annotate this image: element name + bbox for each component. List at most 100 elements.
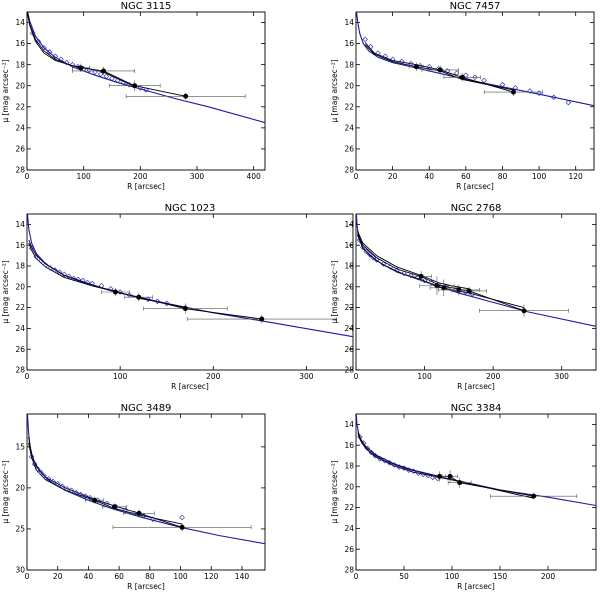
n7457-xtick-label-6: 120 — [569, 172, 584, 181]
n3115-xlabel: R [arcsec] — [127, 182, 165, 191]
n3384-filled-point-3 — [531, 493, 537, 499]
n3115-filled-point-2 — [132, 83, 138, 89]
n3489-model-curve — [27, 414, 265, 545]
panel-ngc3115: NGC 3115 0 100 200 300 400 14 16 18 20 22 24 26 28 R [… — [1, 1, 266, 191]
n3489-ytick-label-1: 20 — [15, 483, 25, 492]
panel-ngc3384: NGC 3384 0 50 100 150 200 14 16 18 20 22 24 26 28 R [a… — [330, 403, 597, 591]
n1023-open-point-19 — [145, 296, 151, 303]
n1023-ylabel: μ [mag arcsec⁻²] — [1, 260, 10, 323]
n1023-open-point-3 — [42, 262, 49, 268]
n3115-open-point-6 — [63, 59, 70, 66]
n3489-open-point-10 — [68, 487, 75, 494]
n3489-xtick-label-4: 80 — [145, 572, 155, 581]
n7457-xtick-label-3: 60 — [461, 172, 471, 181]
n3384-ylabel: μ [mag arcsec⁻²] — [330, 460, 339, 523]
n1023-open-point-0 — [28, 245, 35, 252]
n3384-open-point-7 — [386, 460, 393, 466]
n3489-title: NGC 3489 — [121, 403, 172, 414]
n1023-ytick-label-1: 16 — [15, 241, 25, 250]
n7457-open-point-19 — [550, 94, 557, 101]
n3489-open-point-11 — [73, 490, 79, 496]
n2768-ytick-label-3: 20 — [344, 282, 354, 291]
n3384-open-point-14 — [420, 471, 426, 478]
n7457-data-layer — [356, 12, 594, 107]
n1023-open-point-4 — [47, 265, 54, 271]
panel-ngc7457: NGC 7457 0 20 40 60 80 100 120 14 16 18 20 22 24 26 28 R… — [330, 1, 595, 191]
n3384-open-point-13 — [415, 470, 422, 477]
n7457-open-point-8 — [426, 64, 432, 70]
n2768-xtick-label-0: 0 — [354, 372, 359, 381]
n7457-filled-point-3 — [510, 89, 516, 95]
n1023-open-point-2 — [38, 258, 44, 264]
n3115-filled-point-0 — [78, 65, 84, 71]
n7457-open-point-4 — [389, 56, 396, 63]
n7457-axes-frame — [355, 11, 595, 171]
n3384-open-point-0 — [357, 434, 363, 440]
n3489-filled-point-3 — [179, 524, 185, 530]
n3115-xtick-label-3: 300 — [190, 172, 205, 181]
n7457-filled-point-2 — [459, 74, 465, 80]
n3489-open-point-18 — [122, 507, 128, 513]
n3384-ytick-label-5: 24 — [344, 524, 354, 533]
n1023-open-point-7 — [61, 271, 67, 278]
n3115-open-point-17 — [126, 81, 132, 88]
n2768-ytick-label-2: 18 — [344, 262, 354, 271]
n2768-xtick-label-1: 100 — [417, 372, 432, 381]
n3384-ytick-label-1: 16 — [344, 441, 354, 450]
n7457-ytick-label-4: 22 — [344, 102, 354, 111]
n1023-xtick-label-3: 300 — [299, 372, 314, 381]
n2768-xlabel: R [arcsec] — [457, 382, 495, 391]
n2768-open-point-9 — [401, 270, 407, 277]
n1023-open-point-14 — [98, 283, 105, 289]
n3489-ytick-label-2: 25 — [15, 525, 25, 534]
n1023-open-point-21 — [163, 300, 170, 307]
n2768-ytick-label-0: 14 — [344, 220, 354, 229]
n2768-open-point-0 — [356, 237, 363, 243]
n1023-xtick-label-1: 100 — [113, 372, 128, 381]
n3115-open-point-5 — [58, 56, 64, 63]
n1023-filled-point-3 — [259, 316, 265, 322]
n3489-xlabel: R [arcsec] — [127, 582, 165, 591]
n3384-model-curve — [356, 414, 596, 507]
n3384-open-point-6 — [382, 458, 388, 464]
n2768-open-point-8 — [394, 267, 400, 273]
n3115-open-point-19 — [137, 85, 144, 91]
n3384-xtick-label-3: 150 — [493, 572, 508, 581]
n3384-xtick-label-1: 50 — [399, 572, 409, 581]
n3489-open-point-21 — [150, 516, 156, 522]
n3115-open-point-16 — [120, 79, 127, 86]
n7457-open-point-13 — [472, 74, 478, 81]
n2768-axes-frame — [355, 213, 597, 371]
n3489-fit-line-1 — [28, 442, 183, 525]
n3115-axes-frame — [26, 11, 266, 171]
n3384-axes-frame — [355, 413, 597, 571]
n2768-fit-line-2 — [356, 230, 470, 290]
n2768-filled-point-3 — [456, 287, 462, 293]
n2768-open-point-7 — [387, 264, 394, 270]
n3115-ytick-label-2: 18 — [15, 60, 25, 69]
n1023-open-point-6 — [56, 269, 63, 275]
n1023-ytick-label-3: 20 — [15, 282, 25, 291]
n3489-xtick-label-0: 0 — [25, 572, 30, 581]
n7457-ytick-label-5: 24 — [344, 123, 354, 132]
n1023-ytick-label-4: 22 — [15, 303, 25, 312]
n3384-open-point-10 — [401, 465, 407, 471]
n7457-xlabel: R [arcsec] — [456, 182, 494, 191]
n2768-ytick-label-6: 26 — [344, 345, 354, 354]
n3489-open-point-20 — [140, 513, 147, 519]
n3384-open-point-8 — [391, 462, 398, 468]
n2768-ytick-label-4: 22 — [344, 303, 354, 312]
n3384-open-point-3 — [368, 449, 375, 456]
n3489-filled-point-1 — [112, 504, 118, 510]
n3489-ytick-label-0: 15 — [15, 442, 25, 451]
n2768-model-curve — [356, 214, 596, 327]
n2768-xtick-label-2: 200 — [486, 372, 501, 381]
n7457-xtick-label-4: 80 — [498, 172, 508, 181]
n3115-ytick-label-6: 26 — [15, 145, 25, 154]
n7457-open-point-3 — [382, 53, 389, 59]
n7457-open-point-15 — [499, 81, 506, 88]
n2768-filled-point-5 — [521, 308, 527, 314]
n3115-open-point-1 — [35, 38, 42, 45]
n3384-ytick-label-0: 14 — [344, 420, 354, 429]
n7457-ylabel: μ [mag arcsec⁻²] — [330, 59, 339, 122]
